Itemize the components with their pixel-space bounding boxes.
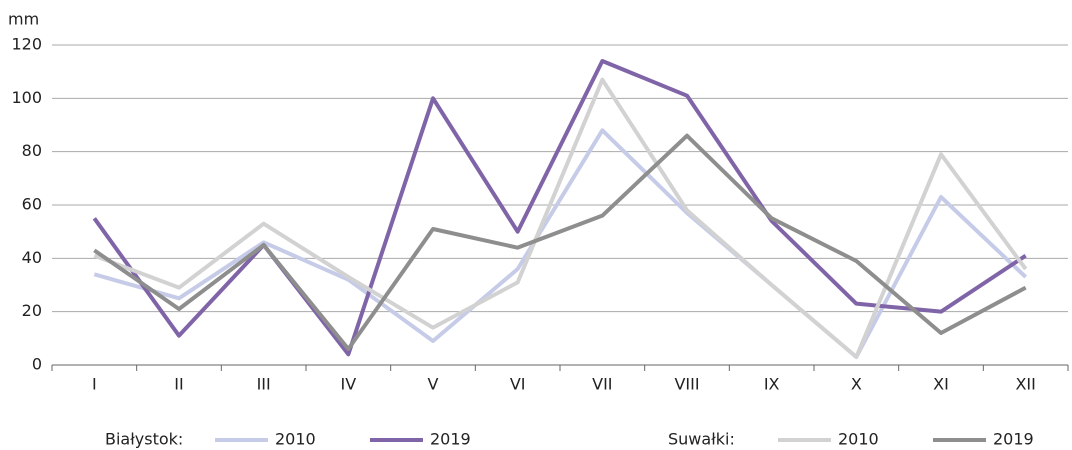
x-tick-label: XII [1015, 375, 1035, 394]
x-tick-label: VII [592, 375, 612, 394]
y-tick-label: 100 [11, 88, 42, 107]
legend-label: 2019 [430, 430, 471, 449]
legend-label: 2010 [838, 430, 879, 449]
line-series [93, 133, 1027, 351]
y-tick-label: 20 [22, 301, 42, 320]
x-tick-label: VIII [674, 375, 699, 394]
x-tick-label: VI [510, 375, 526, 394]
x-tick-label: XI [933, 375, 949, 394]
line-series [92, 59, 1027, 357]
y-tick-label: 60 [22, 195, 42, 214]
y-tick-label: 40 [22, 248, 42, 267]
line-series [93, 77, 1028, 359]
x-tick-label: III [257, 375, 271, 394]
x-tick-label: IV [340, 375, 356, 394]
x-tick-label: V [428, 375, 439, 394]
line-series [93, 128, 1028, 359]
y-tick-label: 0 [32, 355, 42, 374]
x-tick-label: II [174, 375, 183, 394]
legend-group-label: Białystok: [105, 430, 183, 449]
y-tick-label: 120 [11, 35, 42, 54]
x-tick-label: X [851, 375, 862, 394]
legend-label: 2019 [993, 430, 1034, 449]
legend-label: 2010 [275, 430, 316, 449]
y-tick-label: 80 [22, 141, 42, 160]
x-tick-label: I [92, 375, 97, 394]
legend-group-label: Suwałki: [668, 430, 735, 449]
y-axis-label: mm [8, 10, 39, 29]
x-tick-label: IX [764, 375, 780, 394]
